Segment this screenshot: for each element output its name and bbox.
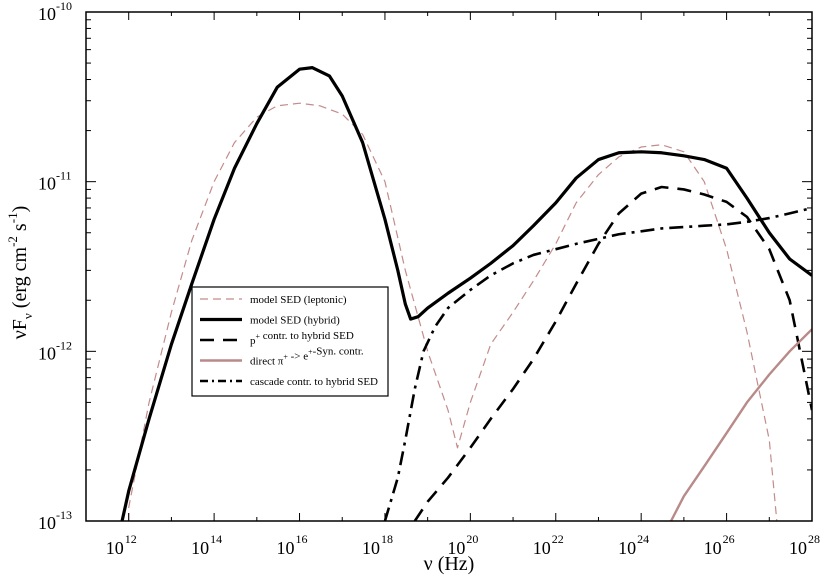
legend-item-2: model SED (hybrid) [200,315,340,327]
x-tick-exp: 16 [296,532,308,546]
legend-label-part: direct π [250,356,284,368]
x-tick-label: 10 16 [277,532,308,558]
legend-label-part: -Syn. contr. [313,346,364,358]
y-tick-label: 10 -10 [38,0,72,24]
legend-label: model SED (leptonic) [250,294,347,306]
legend-label-part: + [308,348,313,357]
series-line-3 [413,185,812,521]
y-tick-label: 10 -11 [38,169,72,194]
x-tick-exp: 28 [808,532,820,546]
series-group [120,66,812,521]
plot-frame [85,11,813,522]
x-tick-label: 10 12 [106,532,137,558]
legend-item-3: p+ contr. to hybrid SED [200,330,354,347]
series-line-2 [120,66,812,521]
y-axis-label-part: -1 [5,212,20,223]
y-axis-label-part: (erg cm [9,246,31,313]
x-tick-base: 10 [789,538,807,558]
y-tick-label: 10 -12 [38,338,72,363]
x-tick-label: 10 20 [447,532,478,558]
x-tick-exp: 18 [381,532,393,546]
y-tick-exp: -11 [56,169,72,183]
x-tick-exp: 24 [637,532,649,546]
y-axis-label-part: ) [9,206,31,213]
legend-label: direct π+ -> e+-Syn. contr. [250,346,364,368]
y-tick-base: 10 [38,4,56,24]
x-tick-label: 10 14 [191,532,222,558]
y-tick-base: 10 [38,513,56,533]
x-tick-base: 10 [704,538,722,558]
x-tick-exp: 14 [210,532,222,546]
y-axis-label-part: -2 [5,236,20,247]
x-tick-base: 10 [618,538,636,558]
legend-item-5: cascade contr. to hybrid SED [200,376,378,388]
y-axis-label-part: νF [9,319,31,339]
x-tick-base: 10 [447,538,465,558]
y-axis-label-part: ν [20,313,35,319]
y-tick-exp: -12 [56,338,72,352]
legend-box [191,286,389,397]
x-tick-base: 10 [277,538,295,558]
x-tick-exp: 26 [723,532,735,546]
y-tick-base: 10 [38,343,56,363]
y-axis-label-part: s [9,223,31,236]
x-tick-label: 10 26 [704,532,735,558]
legend-label-part: p [250,335,256,347]
legend-label-part: model SED (hybrid) [250,315,340,327]
y-tick-exp: -10 [56,0,72,13]
x-tick-label: 10 28 [789,532,820,558]
x-tick-base: 10 [533,538,551,558]
x-tick-label: 10 18 [362,532,393,558]
legend-label-part: + [283,353,288,362]
y-axis-label: νFν (erg cm-2 s-1) [5,206,35,340]
legend-label-part: + [256,332,261,341]
legend-item-4: direct π+ -> e+-Syn. contr. [200,346,364,368]
legend-label: model SED (hybrid) [250,315,340,327]
x-axis-label: ν (Hz) [424,553,475,575]
x-tick-label: 10 22 [533,532,564,558]
legend-label-part: cascade contr. to hybrid SED [250,376,378,388]
y-tick-exp: -13 [56,508,72,522]
series-line-5 [383,206,812,521]
legend-label: p+ contr. to hybrid SED [250,330,354,347]
x-tick-base: 10 [362,538,380,558]
legend-label: cascade contr. to hybrid SED [250,376,378,388]
x-tick-base: 10 [191,538,209,558]
x-tick-exp: 20 [466,532,478,546]
legend-label-part: contr. to hybrid SED [260,330,354,342]
series-line-4 [669,328,812,521]
x-tick-label: 10 24 [618,532,649,558]
x-tick-exp: 12 [125,532,137,546]
legend: model SED (leptonic)model SED (hybrid)p+… [191,286,389,397]
y-tick-label: 10 -13 [38,508,72,533]
legend-item-1: model SED (leptonic) [200,294,347,306]
legend-label-part: -> e [288,351,308,363]
x-tick-base: 10 [106,538,124,558]
y-tick-base: 10 [38,174,56,194]
legend-label-part: model SED (leptonic) [250,294,347,306]
x-tick-exp: 22 [552,532,564,546]
